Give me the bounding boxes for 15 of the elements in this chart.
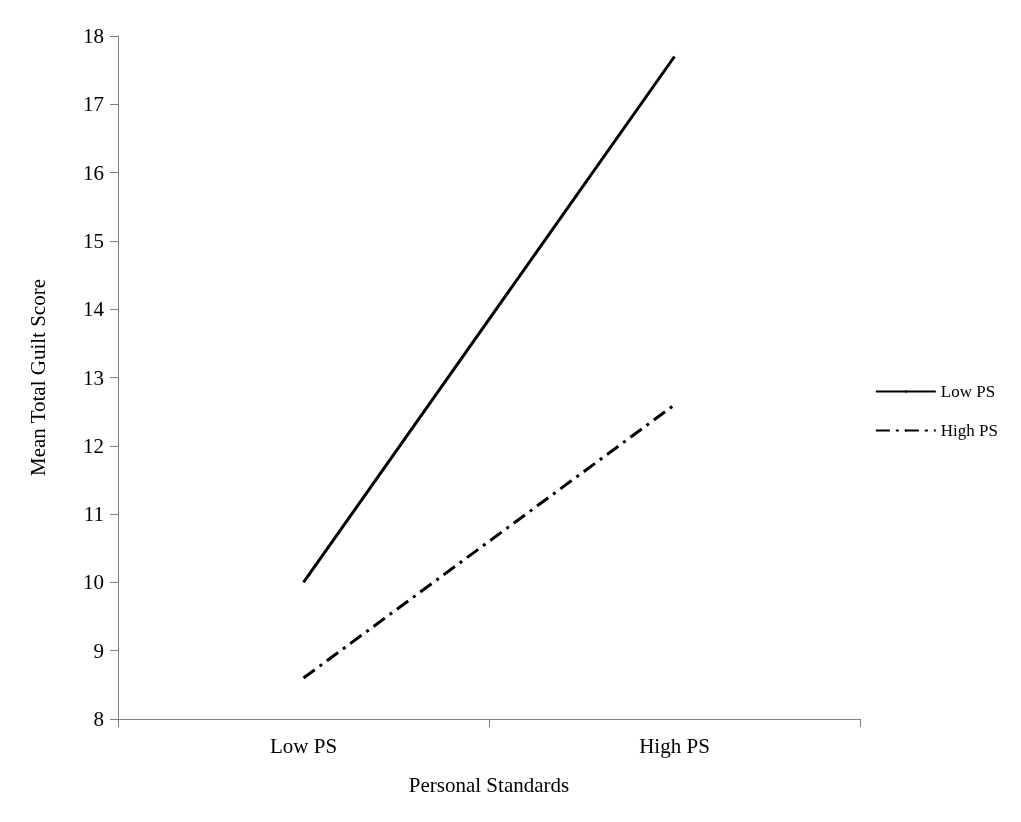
legend-label: Low PS (940, 382, 996, 401)
y-tick-label: 17 (83, 92, 104, 117)
y-tick-label: 12 (83, 433, 104, 458)
y-tick-label: 11 (83, 502, 104, 527)
legend-label: High PS (940, 421, 999, 440)
y-tick-label: 14 (83, 297, 105, 322)
y-tick-label: 16 (83, 160, 104, 185)
y-tick-label: 18 (83, 24, 104, 48)
y-tick-label: 10 (83, 570, 104, 595)
y-tick-label: 8 (93, 707, 104, 731)
x-axis-title: Personal Standards (408, 772, 570, 797)
y-tick-label: 13 (83, 365, 104, 390)
y-tick-label: 9 (93, 638, 104, 663)
y-tick-label: 15 (83, 228, 104, 253)
y-axis-title: Mean Total Guilt Score (25, 278, 50, 477)
